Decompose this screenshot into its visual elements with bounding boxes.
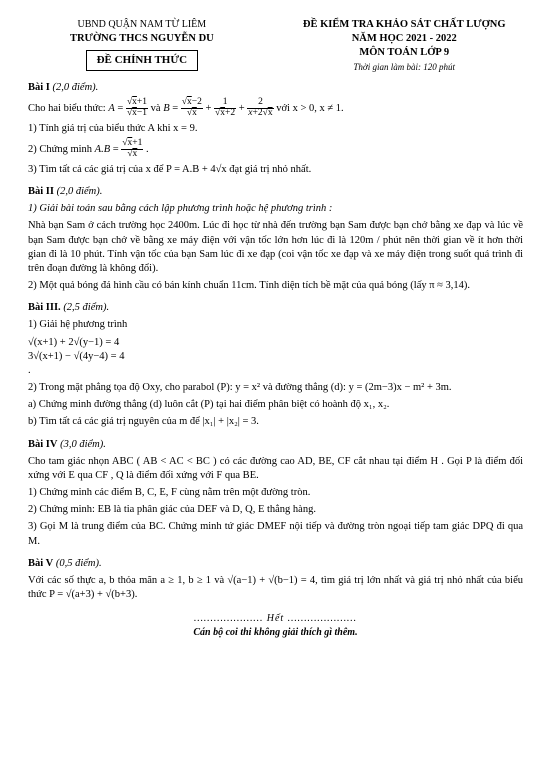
footer-note: Cán bộ coi thi không giải thích gì thêm. <box>28 626 523 640</box>
b1-title: Bài I <box>28 82 50 93</box>
b1-intro: Cho hai biểu thức: A = √x+1√x−1 và B = √… <box>28 98 523 119</box>
b3-q2: 2) Trong mặt phẳng tọa độ Oxy, cho parab… <box>28 381 523 395</box>
school-name: TRƯỜNG THCS NGUYỄN DU <box>28 32 256 46</box>
b5-para: Với các số thực a, b thỏa mãn a ≥ 1, b ≥… <box>28 574 523 602</box>
org-line-1: UBND QUẬN NAM TỪ LIÊM <box>28 18 256 32</box>
b2-q2: 2) Một quả bóng đá hình cầu có bán kính … <box>28 279 523 293</box>
duration: Thời gian làm bài: 120 phút <box>285 61 523 73</box>
b3-title: Bài III. <box>28 302 61 313</box>
end-line: ………………… Hết ………………… <box>28 612 523 626</box>
b3-q2a: a) Chứng minh đường thẳng (d) luôn cắt (… <box>28 398 523 412</box>
b1-q1: 1) Tính giá trị của biểu thức A khi x = … <box>28 122 523 136</box>
subject: MÔN TOÁN LỚP 9 <box>285 46 523 60</box>
academic-year: NĂM HỌC 2021 - 2022 <box>285 32 523 46</box>
b1-pts: (2,0 điểm). <box>53 82 99 93</box>
bai-4: Bài IV (3,0 điểm). Cho tam giác nhọn ABC… <box>28 438 523 549</box>
bai-1: Bài I (2,0 điểm). Cho hai biểu thức: A =… <box>28 81 523 177</box>
b2-title: Bài II <box>28 186 54 197</box>
b4-q3: 3) Gọi M là trung điểm của BC. Chứng min… <box>28 520 523 548</box>
bai-5: Bài V (0,5 điểm). Với các số thực a, b t… <box>28 557 523 603</box>
b4-title: Bài IV <box>28 439 57 450</box>
bai-3: Bài III. (2,5 điểm). 1) Giải hệ phương t… <box>28 301 523 429</box>
exam-title: ĐỀ KIỂM TRA KHẢO SÁT CHẤT LƯỢNG <box>285 18 523 32</box>
bai-2: Bài II (2,0 điểm). 1) Giải bài toán sau … <box>28 185 523 293</box>
b2-para1: Nhà bạn Sam ở cách trường học 2400m. Lúc… <box>28 219 523 276</box>
b4-intro: Cho tam giác nhọn ABC ( AB < AC < BC ) c… <box>28 455 523 483</box>
b1-q3: 3) Tìm tất cả các giá trị của x để P = A… <box>28 163 523 177</box>
b3-pts: (2,5 điểm). <box>63 302 109 313</box>
b2-q1: 1) Giải bài toán sau bằng cách lập phươn… <box>28 202 523 216</box>
b3-q2b: b) Tìm tất cả các giá trị nguyên của m đ… <box>28 415 523 429</box>
b1-q2: 2) Chứng minh A.B = √x+1√x . <box>28 139 523 160</box>
footer: ………………… Hết ………………… Cán bộ coi thi không… <box>28 612 523 639</box>
header-left: UBND QUẬN NAM TỪ LIÊM TRƯỜNG THCS NGUYỄN… <box>28 18 256 73</box>
b4-q1: 1) Chứng minh các điểm B, C, E, F cùng n… <box>28 486 523 500</box>
b5-pts: (0,5 điểm). <box>56 558 102 569</box>
b5-title: Bài V <box>28 558 53 569</box>
official-box: ĐỀ CHÍNH THỨC <box>86 50 198 71</box>
header-right: ĐỀ KIỂM TRA KHẢO SÁT CHẤT LƯỢNG NĂM HỌC … <box>285 18 523 73</box>
b3-q1: 1) Giải hệ phương trình <box>28 318 523 332</box>
b4-pts: (3,0 điểm). <box>60 439 106 450</box>
b2-pts: (2,0 điểm). <box>57 186 103 197</box>
b4-q2: 2) Chứng minh: EB là tia phân giác của D… <box>28 503 523 517</box>
